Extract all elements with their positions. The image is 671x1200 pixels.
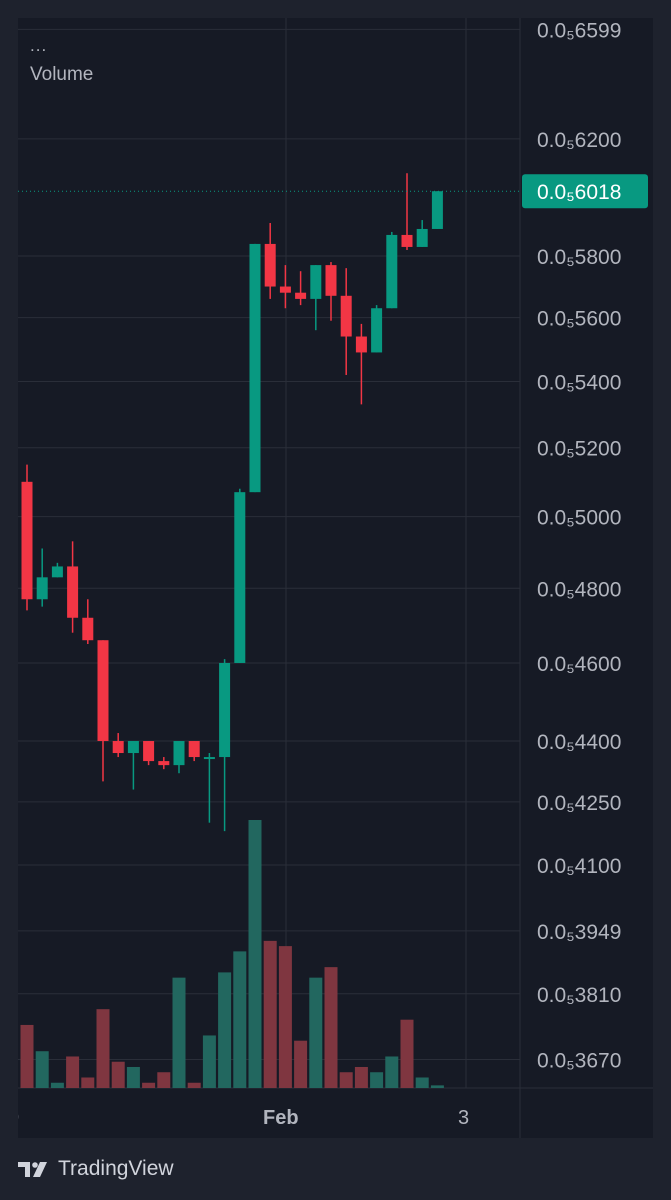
candle-body bbox=[82, 617, 94, 641]
candle-body bbox=[173, 741, 185, 766]
volume-bar bbox=[81, 1077, 95, 1088]
candle-body bbox=[97, 640, 109, 742]
price-axis-label: 0.0₅4100 bbox=[537, 855, 621, 878]
candle-body bbox=[340, 295, 352, 337]
candle-body bbox=[416, 228, 428, 247]
candle-body bbox=[325, 265, 337, 296]
candle-body bbox=[401, 234, 413, 247]
time-axis-label: 3 bbox=[458, 1107, 469, 1129]
price-axis-label: 0.0₅5000 bbox=[537, 507, 621, 530]
candle-body bbox=[386, 234, 398, 309]
volume-bar bbox=[126, 1066, 140, 1088]
volume-bar bbox=[66, 1056, 80, 1088]
candle-body bbox=[36, 577, 48, 600]
price-axis-label: 0.0₅3670 bbox=[537, 1050, 621, 1073]
candle-body bbox=[310, 265, 322, 299]
price-axis-label: 0.0₅4400 bbox=[537, 731, 621, 754]
tradingview-logo[interactable]: TradingView bbox=[18, 1157, 174, 1181]
volume-bar bbox=[385, 1056, 399, 1088]
candle-body bbox=[355, 336, 367, 353]
volume-bar bbox=[20, 1024, 34, 1088]
candle-body bbox=[264, 243, 276, 287]
volume-bar bbox=[339, 1072, 353, 1088]
volume-bar bbox=[430, 1085, 444, 1088]
volume-bar bbox=[35, 1051, 49, 1088]
price-axis-label: 0.0₅4600 bbox=[537, 653, 621, 676]
volume-bar bbox=[309, 977, 323, 1088]
price-axis-label: 0.0₅5800 bbox=[537, 246, 621, 269]
volume-bar bbox=[202, 1035, 216, 1088]
candle-body bbox=[431, 191, 443, 229]
time-axis-label: Feb bbox=[263, 1107, 299, 1129]
candle-body bbox=[112, 741, 124, 754]
price-axis-label: 0.0₅3949 bbox=[537, 921, 621, 944]
volume-bar bbox=[370, 1072, 384, 1088]
volume-bar bbox=[96, 1009, 110, 1088]
volume-bar bbox=[50, 1082, 64, 1088]
last-price-tag bbox=[522, 174, 648, 209]
volume-bar bbox=[324, 967, 338, 1088]
candle-body bbox=[158, 761, 170, 766]
price-axis-label: 0.0₅5200 bbox=[537, 438, 621, 461]
candle-body bbox=[295, 292, 307, 299]
volume-bar bbox=[278, 946, 292, 1088]
volume-bar bbox=[233, 951, 247, 1088]
price-axis-label: 0.0₅6200 bbox=[537, 129, 621, 152]
volume-bar bbox=[218, 972, 232, 1088]
price-axis-label: 0.0₅3810 bbox=[537, 984, 621, 1007]
legend-volume-label: Volume bbox=[30, 64, 94, 85]
volume-bar bbox=[142, 1082, 156, 1088]
volume-bar bbox=[248, 820, 262, 1088]
candle-body bbox=[188, 741, 200, 758]
volume-bar bbox=[354, 1066, 368, 1088]
candle-body bbox=[203, 757, 215, 760]
candle-body bbox=[219, 662, 231, 758]
time-axis-label: 9 bbox=[18, 1107, 19, 1129]
candlestick-chart[interactable]: 0.0₅6599 0.0₅6200 0.0₅5800 0.0₅5600 0.0₅5400… bbox=[18, 18, 653, 1138]
last-price-label: 0.0₅6018 bbox=[537, 181, 621, 204]
legend-more-button[interactable]: ... bbox=[30, 36, 48, 55]
tradingview-icon bbox=[18, 1162, 47, 1177]
price-axis-label: 0.0₅4800 bbox=[537, 578, 621, 601]
candle-body bbox=[279, 286, 291, 293]
candle-body bbox=[249, 243, 261, 493]
volume-bar bbox=[157, 1072, 171, 1088]
volume-bar bbox=[187, 1082, 201, 1088]
candle-body bbox=[234, 492, 246, 663]
volume-bar bbox=[415, 1077, 429, 1088]
chart-panel[interactable]: 0.0₅6599 0.0₅6200 0.0₅5800 0.0₅5600 0.0₅5400… bbox=[18, 18, 653, 1138]
volume-bar bbox=[111, 1061, 125, 1088]
candle-body bbox=[21, 481, 33, 600]
candle-body bbox=[127, 741, 139, 754]
volume-bar bbox=[172, 977, 186, 1088]
candle-body bbox=[371, 308, 383, 353]
volume-bar bbox=[400, 1019, 414, 1088]
price-axis-label: 0.0₅5600 bbox=[537, 308, 621, 331]
price-axis-label: 0.0₅4250 bbox=[537, 792, 621, 815]
volume-bar bbox=[263, 940, 277, 1088]
brand-name: TradingView bbox=[58, 1157, 174, 1180]
price-axis-label: 0.0₅5400 bbox=[537, 371, 621, 394]
price-axis-label: 0.0₅6599 bbox=[537, 19, 621, 42]
volume-bar bbox=[294, 1040, 308, 1088]
candle-body bbox=[67, 566, 79, 618]
candle-body bbox=[143, 741, 155, 762]
candle-body bbox=[51, 566, 63, 578]
